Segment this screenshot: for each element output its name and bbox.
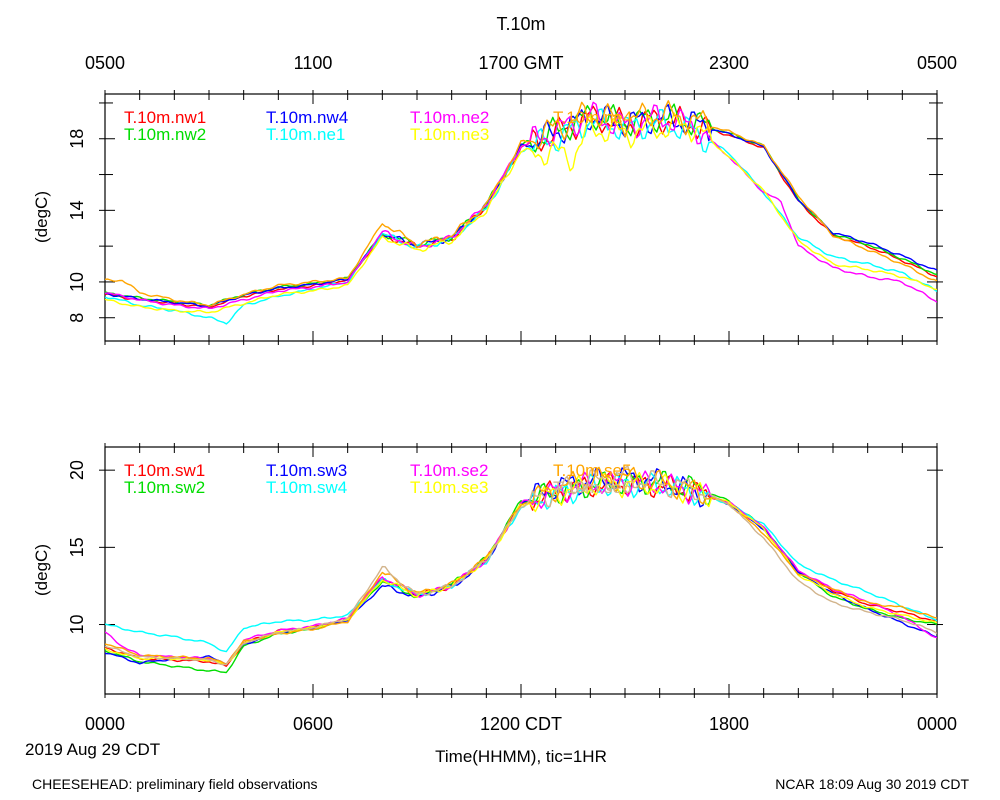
series-line-t-10m-ne4 xyxy=(105,100,937,307)
legend-label: T.10m.sw2 xyxy=(124,478,205,497)
bottom-axis-tick-label: 0600 xyxy=(293,714,333,734)
top-axis-tick-label: 0500 xyxy=(917,53,957,73)
legend-label: T.10m.sw1 xyxy=(124,461,205,480)
series-line-t-10m-ne2 xyxy=(105,101,937,309)
north-plot-frame xyxy=(104,93,938,342)
series-line-t-10m-nw2 xyxy=(105,103,937,307)
legend-label: T.10m.se3 xyxy=(410,478,488,497)
date-label: 2019 Aug 29 CDT xyxy=(25,740,160,759)
series-line-t-10m-sw3 xyxy=(105,467,937,665)
y-tick-label: 10 xyxy=(67,615,87,635)
bottom-axis-tick-label: 1200 CDT xyxy=(480,714,562,734)
series-line-t-10m-sw2 xyxy=(105,470,937,674)
footer-left: CHEESEHEAD: preliminary field observatio… xyxy=(32,776,318,792)
bottom-axis-tick-label: 0000 xyxy=(85,714,125,734)
y-tick-label: 18 xyxy=(67,129,87,149)
top-axis-tick-label: 1100 xyxy=(294,53,333,73)
top-axis-tick-label: 0500 xyxy=(85,53,125,73)
legend-label: T.10m.ne1 xyxy=(266,125,345,144)
y-tick-label: 10 xyxy=(67,272,87,292)
north-y-axis-label: (degC) xyxy=(32,191,51,243)
legend-label: T.10m.ne4 xyxy=(553,108,632,127)
footer-right: NCAR 18:09 Aug 30 2019 CDT xyxy=(775,776,969,792)
y-tick-label: 20 xyxy=(67,460,87,480)
legend-label: T.10m.se6 xyxy=(553,478,631,497)
legend-label: T.10m.nw4 xyxy=(266,108,348,127)
bottom-axis-tick-label: 0000 xyxy=(917,714,957,734)
legend-label: T.10m.se2 xyxy=(410,461,488,480)
bottom-time-axis: 0000 0600 1200 CDT 1800 0000 xyxy=(85,714,957,734)
series-line-t-10m-se5 xyxy=(105,466,937,665)
legend-label: T.10m.sw4 xyxy=(266,478,347,497)
legend-label: T.10m.ne3 xyxy=(410,125,489,144)
series-group xyxy=(105,465,937,674)
south-y-axis-label: (degC) xyxy=(32,544,51,596)
legend-label: T.10m.nw2 xyxy=(124,125,206,144)
y-tick-label: 8 xyxy=(67,313,87,323)
top-time-axis: 0500 1100 1700 GMT 2300 0500 xyxy=(85,53,957,73)
series-line-t-10m-sw4 xyxy=(105,472,937,653)
north-series-lines xyxy=(105,100,937,325)
series-group xyxy=(105,100,937,325)
legend-label: T.10m.nw1 xyxy=(124,108,206,127)
north-ticks: 8 10 14 18 xyxy=(67,90,943,345)
legend-label: T.10m.ne2 xyxy=(410,108,489,127)
figure-title: T.10m xyxy=(496,14,545,34)
series-line-t-10m-nw4 xyxy=(105,104,937,308)
series-line-t-10m-se6 xyxy=(105,465,937,666)
south-series-lines xyxy=(105,465,937,674)
legend-label: T.10m.se5 xyxy=(553,461,631,480)
bottom-axis-tick-label: 1800 xyxy=(709,714,749,734)
series-line-t-10m-ne3 xyxy=(105,112,937,314)
series-line-t-10m-nw1 xyxy=(105,105,937,308)
y-tick-label: 14 xyxy=(67,200,87,220)
south-ticks: 10 15 20 xyxy=(67,443,943,698)
top-axis-tick-label: 1700 GMT xyxy=(478,53,563,73)
top-axis-tick-label: 2300 xyxy=(709,53,749,73)
x-axis-label: Time(HHMM), tic=1HR xyxy=(435,747,607,766)
y-tick-label: 15 xyxy=(67,537,87,557)
legend-label: T.10m.sw3 xyxy=(266,461,347,480)
